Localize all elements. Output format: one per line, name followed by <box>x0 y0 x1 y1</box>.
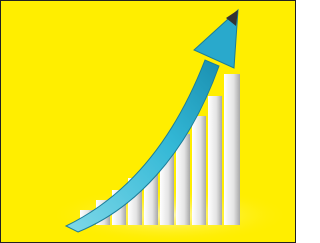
bar <box>192 116 206 225</box>
growth-illustration <box>0 0 296 243</box>
bar <box>224 74 240 225</box>
page <box>0 0 296 243</box>
bar <box>208 96 222 225</box>
